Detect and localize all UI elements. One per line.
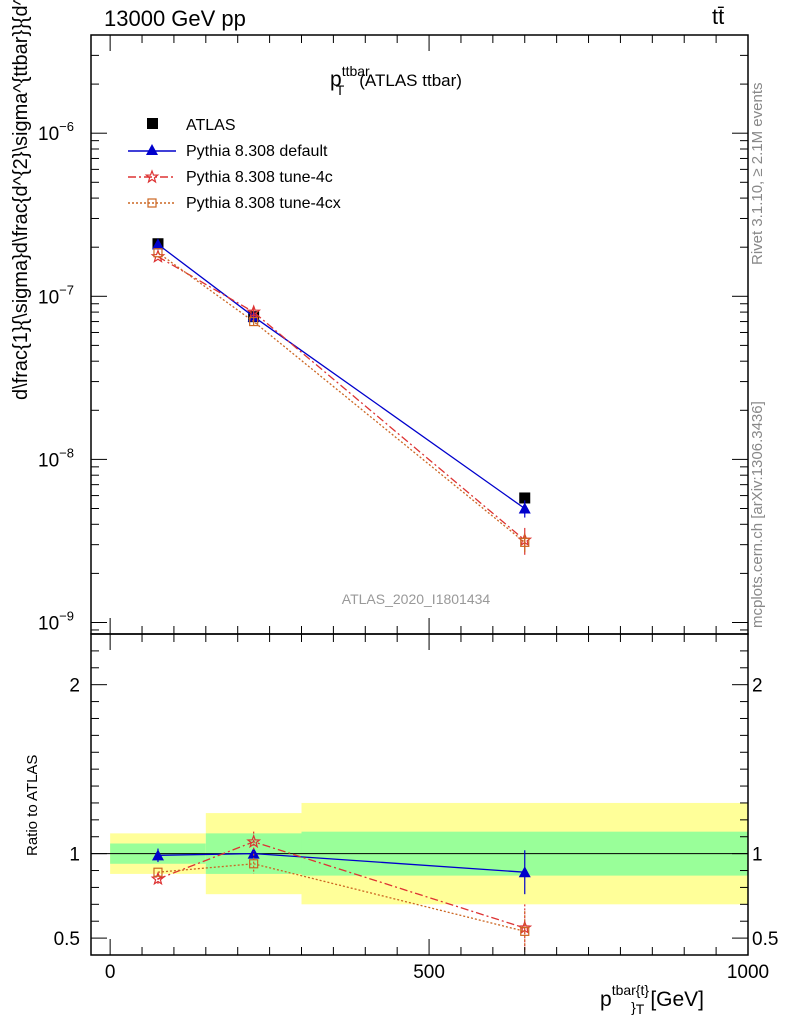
- legend-marker-tune4cx: [147, 198, 157, 208]
- point-2-1: [246, 304, 262, 319]
- ratio-point-2-2: [520, 926, 530, 936]
- y-tick-label-0: 10−9: [38, 608, 74, 634]
- ratio-point-2-1: [249, 859, 259, 869]
- legend-label-atlas: ATLAS: [186, 117, 236, 134]
- ratio-y-label-left-2: 2: [69, 676, 80, 697]
- legend-marker-default: [146, 144, 158, 155]
- x-tick-label-1: 500: [413, 962, 445, 983]
- data-series: [150, 238, 533, 952]
- point-1-0: [151, 238, 164, 250]
- legend-marker-tune4c: [144, 169, 160, 184]
- ratio-y-label-left-0: 0.5: [54, 929, 80, 950]
- y-tick-label-2: 10−7: [38, 282, 74, 308]
- ratio-line-2: [157, 863, 525, 932]
- series-line-2: [157, 256, 526, 541]
- x-axis-label: ptbar{t}}T [GeV]: [600, 982, 704, 1017]
- series-line-3: [157, 252, 526, 543]
- ratio-point-1-2: [517, 920, 533, 935]
- ratio-point-0-2: [518, 866, 531, 878]
- legend-label-tune4c: Pythia 8.308 tune-4c: [186, 169, 333, 186]
- ratio-y-label-right-0: 0.5: [752, 929, 778, 950]
- process-label: 13000 GeV pp: [104, 6, 246, 31]
- y-tick-label-3: 10−6: [38, 119, 74, 145]
- legend-label-default: Pythia 8.308 default: [186, 143, 328, 160]
- axes-frames: 10−9 10−8 10−7 10−6 0 500 1000 0.5 0.5 1 1 2 2: [38, 34, 778, 983]
- ratio-y-axis-label: Ratio to ATLAS: [24, 755, 41, 856]
- ratio-line-1: [157, 841, 525, 929]
- point-1-2: [518, 502, 531, 514]
- series-line-1: [157, 243, 526, 510]
- mcplots-label: mcplots.cern.ch [arXiv:1306.3436]: [749, 401, 766, 628]
- x-tick-label-0: 0: [105, 962, 116, 983]
- rivet-label: Rivet 3.1.10, ≥ 2.1M events: [749, 83, 766, 266]
- ratio-y-label-right-1: 1: [752, 845, 763, 866]
- ratio-y-label-right-2: 2: [752, 676, 763, 697]
- ratio-point-0-0: [151, 849, 164, 861]
- x-tick-label-2: 1000: [727, 962, 769, 983]
- plot-title: pttbar T (ATLAS ttbar): [330, 63, 462, 98]
- legend-marker-atlas: [147, 118, 158, 129]
- point-3-0: [153, 248, 163, 258]
- ratio-point-1-1: [246, 834, 262, 849]
- final-state-label: tt̄: [712, 4, 725, 29]
- uncertainty-bands: [91, 802, 748, 905]
- legend: ATLAS Pythia 8.308 default Pythia 8.308 …: [128, 117, 341, 212]
- ratio-frame: [90, 633, 749, 956]
- ratio-y-label-left-1: 1: [69, 845, 80, 866]
- analysis-id: ATLAS_2020_I1801434: [342, 591, 491, 607]
- ratio-point-0-1: [247, 847, 260, 859]
- top-y-axis-label: d\frac{1}{\sigma}d\frac{d^{2}\sigma^{ttb…: [10, 0, 32, 400]
- point-3-1: [249, 316, 259, 327]
- ratio-point-1-0: [150, 871, 166, 886]
- point-3-2: [520, 537, 530, 547]
- y-tick-label-1: 10−8: [38, 445, 74, 471]
- legend-label-tune4cx: Pythia 8.308 tune-4cx: [186, 195, 341, 212]
- point-0-2: [519, 492, 531, 504]
- ratio-point-2-0: [153, 867, 163, 877]
